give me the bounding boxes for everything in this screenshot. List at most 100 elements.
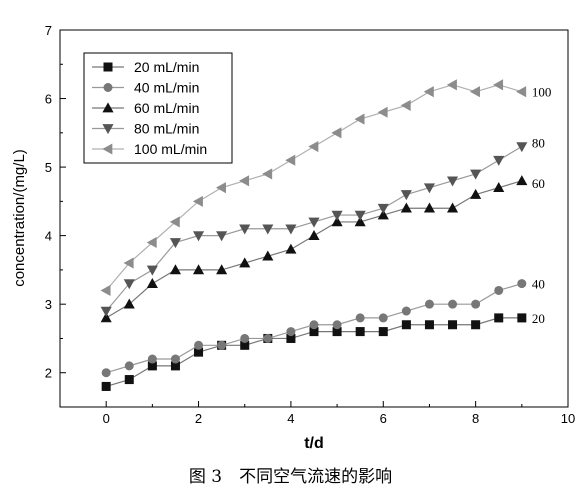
data-point: [400, 99, 411, 111]
data-point: [331, 210, 343, 221]
data-point: [401, 320, 411, 330]
data-point: [448, 299, 458, 309]
data-point: [516, 175, 528, 186]
series-end-label: 100: [532, 85, 552, 100]
x-axis-label: t/d: [304, 435, 324, 452]
data-point: [494, 313, 504, 323]
legend-label: 20 mL/min: [134, 59, 199, 75]
data-point: [378, 327, 388, 337]
series-line: [105, 180, 522, 319]
data-point: [446, 176, 459, 187]
y-tick-label: 6: [45, 92, 52, 107]
legend-entry: 20 mL/min: [92, 59, 199, 75]
data-point: [331, 127, 342, 139]
data-point: [146, 265, 158, 276]
data-point: [239, 257, 251, 268]
data-point: [239, 224, 251, 235]
data-point: [285, 224, 297, 235]
data-point: [423, 183, 436, 194]
data-point: [170, 354, 180, 364]
data-point: [354, 113, 365, 125]
data-point: [240, 333, 250, 343]
data-point: [308, 140, 319, 153]
data-point: [377, 203, 389, 214]
data-point: [470, 169, 482, 180]
data-point: [146, 236, 157, 249]
y-tick-label: 5: [45, 160, 52, 175]
data-point: [470, 188, 482, 199]
legend-marker: [102, 102, 114, 113]
data-point: [123, 257, 134, 269]
data-point: [216, 264, 228, 275]
data-point: [100, 306, 112, 317]
data-point: [217, 340, 227, 350]
data-point: [216, 231, 228, 242]
legend-entry: 60 mL/min: [92, 100, 199, 116]
data-point: [424, 320, 434, 330]
data-point: [400, 202, 412, 213]
data-point: [493, 79, 504, 91]
data-point: [239, 175, 250, 187]
data-point: [285, 154, 296, 166]
x-tick-label: 6: [380, 411, 387, 426]
data-point: [471, 320, 481, 330]
data-point: [286, 327, 296, 337]
y-tick-label: 7: [45, 23, 52, 38]
legend-entry: 40 mL/min: [92, 80, 199, 96]
data-point: [147, 354, 157, 364]
series-60: [100, 175, 528, 323]
data-point: [194, 340, 204, 350]
legend-entry: 100 mL/min: [92, 141, 207, 157]
y-tick-label: 3: [45, 297, 52, 312]
data-point: [471, 299, 481, 309]
data-point: [262, 224, 274, 235]
legend-label: 80 mL/min: [134, 121, 199, 137]
data-point: [192, 231, 205, 242]
y-tick-label: 4: [45, 229, 52, 244]
data-point: [423, 202, 436, 213]
data-point: [123, 298, 135, 309]
data-point: [262, 168, 273, 180]
data-point: [100, 284, 111, 297]
data-point: [285, 243, 297, 254]
data-point: [101, 381, 111, 391]
data-point: [263, 333, 273, 343]
legend-label: 40 mL/min: [134, 80, 199, 96]
data-point: [446, 79, 457, 91]
data-point: [494, 285, 504, 295]
data-point: [355, 313, 365, 323]
data-point: [516, 86, 527, 98]
data-point: [309, 320, 319, 330]
series-end-label: 40: [532, 277, 545, 292]
data-point: [101, 368, 111, 378]
end-labels: 20 40 60 80 100: [532, 85, 552, 326]
data-point: [400, 190, 412, 201]
data-point: [424, 299, 434, 309]
data-point: [123, 279, 135, 290]
data-point: [124, 361, 134, 371]
series-100: [100, 79, 527, 297]
data-point: [493, 181, 505, 192]
legend-marker: [102, 124, 114, 135]
data-point: [262, 250, 274, 261]
data-point: [169, 216, 180, 228]
data-point: [401, 306, 411, 316]
x-tick-label: 10: [561, 411, 575, 426]
data-point: [446, 202, 459, 213]
data-point: [100, 312, 112, 323]
legend-label: 60 mL/min: [134, 100, 199, 116]
data-point: [355, 327, 365, 337]
data-point: [378, 313, 388, 323]
y-tick-label: 2: [45, 366, 52, 381]
data-point: [354, 210, 366, 221]
x-tick-label: 0: [103, 411, 110, 426]
data-point: [215, 182, 226, 194]
data-point: [308, 217, 320, 228]
data-point: [469, 86, 480, 98]
figure-caption: 图 3 不同空气流速的影响: [188, 467, 393, 487]
data-point: [169, 238, 182, 249]
data-point: [493, 155, 505, 166]
data-point: [308, 229, 320, 240]
x-tick-label: 2: [195, 411, 202, 426]
series-layer: [100, 79, 528, 391]
